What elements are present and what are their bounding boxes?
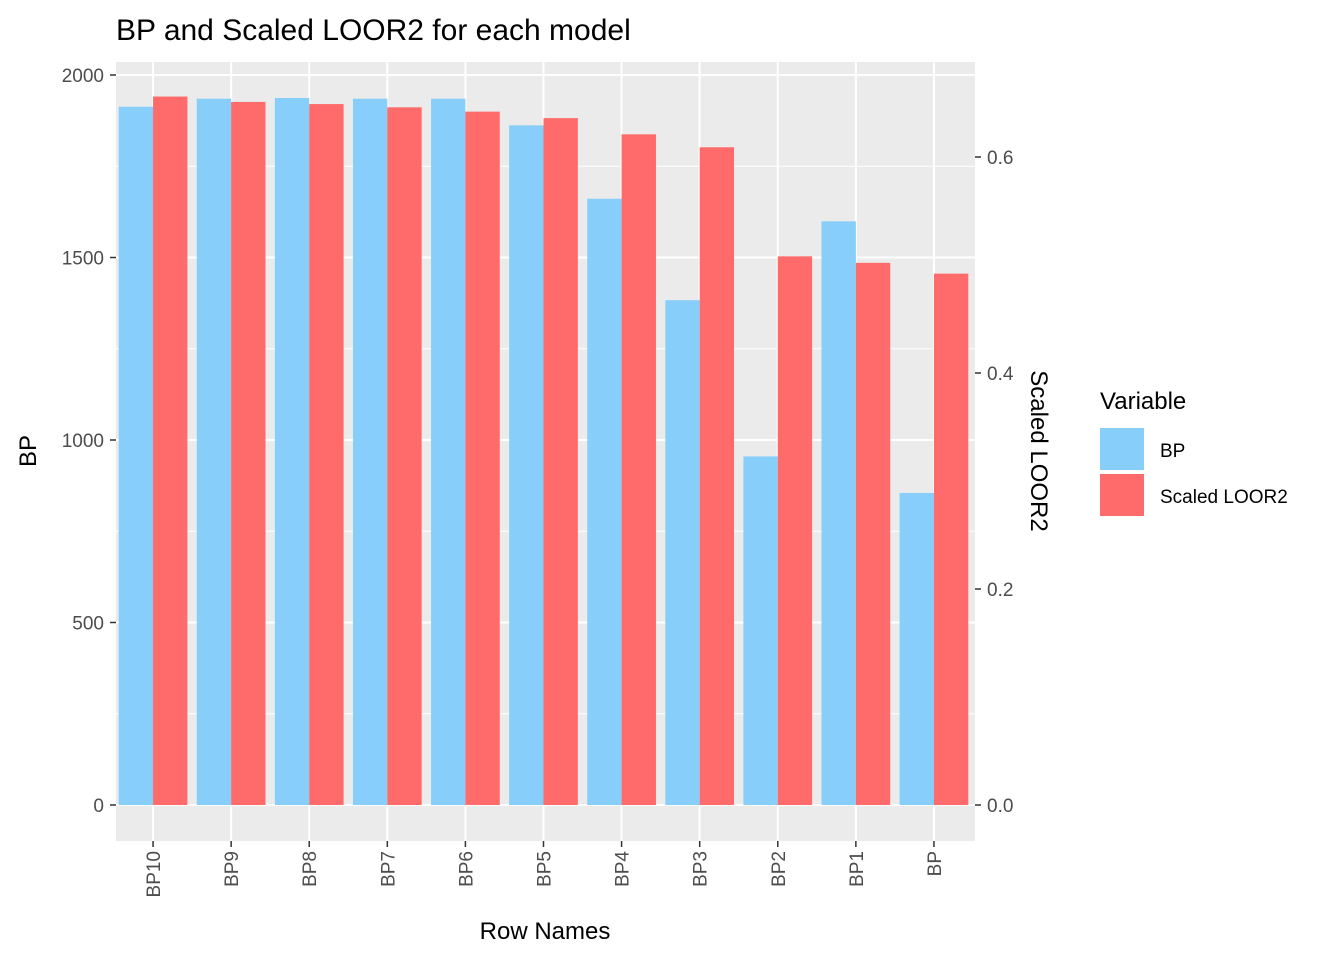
y-tick-label: 1000 <box>62 431 104 452</box>
x-tick-label: BP1 <box>847 851 868 887</box>
bar-scaled-loor2-bp8 <box>309 104 344 805</box>
bar-scaled-loor2-bp3 <box>699 147 735 805</box>
y-tick-label: 2000 <box>62 66 104 87</box>
bar-bp-bp6 <box>431 98 466 806</box>
y2-tick-label: 0.0 <box>987 796 1013 817</box>
y-tick-label: 1500 <box>62 249 104 270</box>
axes: 0 500 1000 1500 2000 0.0 0.2 0.4 0.6 BP10 BP9 BP8 BP… <box>62 66 1014 897</box>
bar-scaled-loor2-bp9 <box>231 101 266 806</box>
y-tick-label: 0 <box>93 796 104 817</box>
y-axis-title: BP <box>15 435 42 467</box>
y2-axis-title: Scaled LOOR2 <box>1025 370 1052 531</box>
bar-scaled-loor2-bp2 <box>777 256 813 805</box>
bar-scaled-loor2-bp6 <box>465 111 500 805</box>
bar-bp-bp1 <box>821 221 856 806</box>
y2-tick-label: 0.6 <box>987 148 1013 169</box>
bar-bp-bp7 <box>352 98 388 806</box>
y-tick-label: 500 <box>72 614 104 635</box>
x-tick-label: BP9 <box>222 851 243 887</box>
bar-scaled-loor2-bp4 <box>621 134 656 805</box>
legend: Variable BP Scaled LOOR2 <box>1100 388 1288 516</box>
legend-title: Variable <box>1100 388 1186 415</box>
bar-bp-bp2 <box>743 456 778 805</box>
x-tick-label: BP6 <box>456 851 477 887</box>
legend-key-bp <box>1100 428 1144 470</box>
bar-bp-bp9 <box>196 98 232 806</box>
x-tick-label: BP3 <box>691 851 712 887</box>
bars <box>118 96 969 806</box>
bar-scaled-loor2-bp7 <box>387 107 422 805</box>
x-tick-label: BP10 <box>144 851 165 897</box>
x-tick-label: BP2 <box>769 851 790 887</box>
bar-bp-bp8 <box>274 97 310 806</box>
chart-title: BP and Scaled LOOR2 for each model <box>116 14 631 47</box>
legend-label-scaled-loor2: Scaled LOOR2 <box>1160 487 1288 508</box>
y2-tick-label: 0.2 <box>987 580 1013 601</box>
bar-bp-bp5 <box>509 125 544 806</box>
bar-scaled-loor2-bp10 <box>153 96 188 805</box>
x-axis-title: Row Names <box>480 918 611 945</box>
legend-key-scaled-loor2 <box>1100 474 1144 516</box>
x-tick-label: BP8 <box>300 851 321 887</box>
x-tick-label: BP <box>925 851 946 876</box>
bar-scaled-loor2-bp <box>933 273 969 805</box>
bar-scaled-loor2-bp1 <box>855 262 891 806</box>
x-tick-label: BP4 <box>613 851 634 887</box>
bar-bp-bp10 <box>118 106 154 805</box>
bar-scaled-loor2-bp5 <box>543 118 578 806</box>
x-tick-label: BP5 <box>535 851 556 887</box>
bar-bp-bp4 <box>587 198 622 806</box>
bar-bp-bp3 <box>665 300 700 805</box>
legend-label-bp: BP <box>1160 441 1185 462</box>
bar-bp-bp <box>899 492 934 805</box>
y2-tick-label: 0.4 <box>987 364 1014 385</box>
x-tick-label: BP7 <box>378 851 399 887</box>
